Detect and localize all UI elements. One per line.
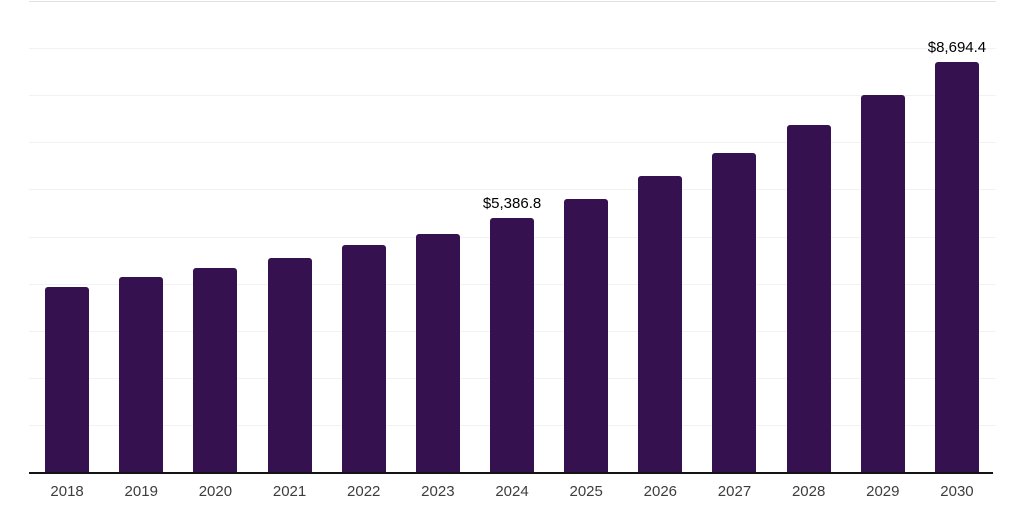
x-axis-label: 2030: [940, 483, 974, 500]
bar: [45, 287, 90, 472]
x-axis-line: [29, 472, 993, 474]
bar: [860, 95, 905, 472]
x-axis-label: 2021: [272, 483, 307, 500]
x-axis-label: 2029: [866, 483, 900, 500]
x-axis-label: 2019: [124, 483, 158, 500]
bar-value-label: $8,694.4: [927, 39, 987, 56]
bar-column-2020: [178, 1, 252, 472]
bar: [638, 176, 683, 472]
bar-column-2029: [846, 1, 920, 472]
gridline: [29, 1, 996, 2]
x-axis-label: 2027: [717, 483, 752, 500]
x-axis-label: 2023: [421, 483, 455, 500]
bar-column-2030: $8,694.4: [920, 1, 994, 472]
bar-column-2023: [401, 1, 475, 472]
bar-column-2028: [772, 1, 846, 472]
gridline: [29, 95, 996, 97]
x-axis-label: 2020: [198, 483, 233, 500]
bar: [341, 245, 386, 472]
x-axis-label: 2022: [347, 483, 381, 500]
x-axis-label: 2028: [791, 483, 826, 500]
x-axis-tick-labels: 2018 2019 2020 2021 2022 2023 2024 2025 2026 2027…: [30, 484, 994, 500]
x-axis-label: 2018: [50, 483, 84, 500]
bar: [786, 125, 831, 472]
bars-layer: $5,386.8 $8,694.4: [30, 1, 994, 472]
bar: [267, 258, 312, 472]
bar: [193, 268, 238, 472]
x-axis-label: 2025: [569, 483, 603, 500]
bar-column-2025: [549, 1, 623, 472]
bar: [119, 277, 164, 472]
bar: [712, 153, 757, 472]
bar-column-2021: [252, 1, 326, 472]
bar: [934, 62, 979, 472]
bar-column-2024: $5,386.8: [475, 1, 549, 472]
bar-column-2027: [697, 1, 771, 472]
gridline: [29, 142, 996, 144]
bar-column-2019: [104, 1, 178, 472]
bar-column-2026: [623, 1, 697, 472]
bar: [415, 234, 460, 472]
gridline: [29, 48, 996, 50]
gridline: [29, 189, 996, 191]
x-axis-label: 2026: [643, 483, 678, 500]
bar-column-2018: [30, 1, 104, 472]
x-axis-label: 2024: [495, 483, 529, 500]
bar: [564, 199, 609, 472]
bar-value-label: $5,386.8: [482, 195, 542, 212]
bar: [490, 218, 535, 472]
bar-column-2022: [327, 1, 401, 472]
